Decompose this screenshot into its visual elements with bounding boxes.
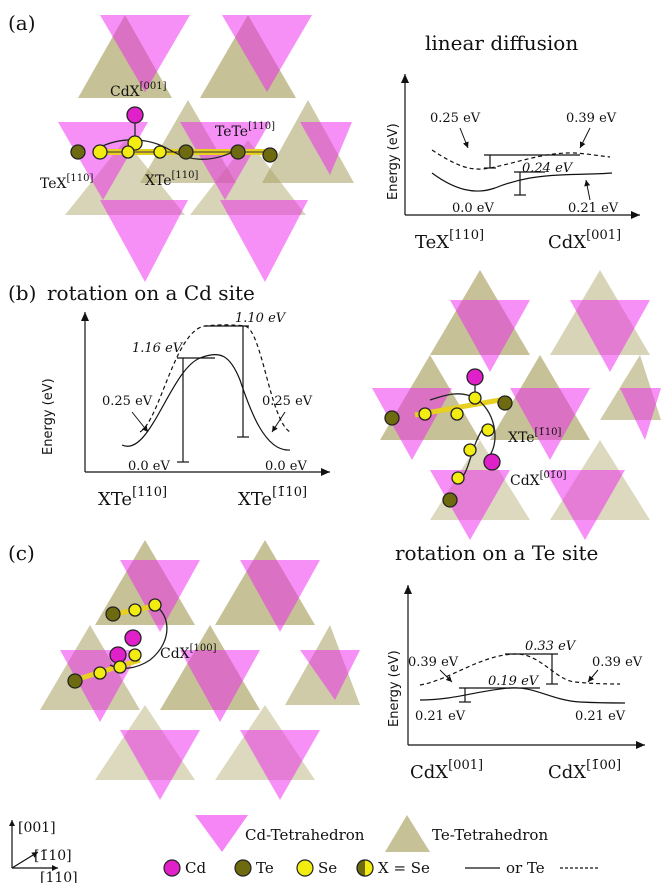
e-te-left: 0.25 eV: [102, 394, 153, 409]
barrier-te: 0.33 eV: [525, 639, 577, 654]
y-axis-label: Energy (eV): [387, 650, 402, 727]
curve-te: [431, 149, 611, 170]
x-right-label: XTe[1̄10]: [238, 485, 307, 510]
e-te-left: 0.25 eV: [430, 111, 481, 126]
axis-y-label: [1̄10]: [34, 848, 72, 864]
panel-c-energy-plot: rotation on a Te site Energy (eV) 0.33 e…: [387, 541, 645, 783]
e-se-right: 0.21 eV: [575, 709, 626, 724]
panel-a-title: linear diffusion: [425, 31, 578, 55]
label-tex-110: TeX[110]: [40, 173, 94, 192]
barrier-markers: [484, 154, 580, 196]
panel-c-label: (c): [8, 541, 35, 565]
barrier-label: 0.24 eV: [522, 161, 574, 176]
y-axis-label: Energy (eV): [386, 123, 401, 200]
x-right-label: CdX[1̄00]: [548, 758, 621, 783]
legend-se: Se: [318, 859, 337, 877]
barrier-se: 0.19 eV: [488, 674, 540, 689]
barrier-te: 1.10 eV: [235, 311, 287, 326]
y-axis-label: Energy (eV): [41, 378, 56, 455]
label-cdx-100: CdX[100]: [160, 643, 217, 662]
e-te-right: 0.25 eV: [262, 394, 313, 409]
legend-te-atom: [234, 859, 252, 877]
e-se-left: 0.0 eV: [452, 201, 495, 216]
legend-cd-tetra: Cd-Tetrahedron: [245, 826, 365, 844]
legend-x-def: X = Se: [378, 859, 430, 877]
legend-x-atom: [356, 859, 374, 877]
arrow: [271, 411, 286, 433]
arrow: [579, 127, 591, 149]
label-cdx: CdX[01̄0]: [510, 470, 567, 489]
legend: Cd-Tetrahedron Te-Tetrahedron Cd Te Se X…: [163, 815, 600, 877]
legend-cd-atom: [163, 859, 181, 877]
curve-se: [431, 172, 613, 192]
cd-tetrahedra: [58, 15, 352, 282]
legend-te: Te: [256, 859, 274, 877]
legend-cd: Cd: [185, 859, 206, 877]
e-se-right: 0.0 eV: [265, 459, 308, 474]
label-tete-110: TeTe[110]: [215, 121, 275, 140]
barrier-markers: [177, 325, 249, 463]
atoms-b: [384, 368, 513, 508]
arrow: [131, 411, 149, 433]
e-te-left: 0.39 eV: [408, 655, 459, 670]
legend-te-tetra: Te-Tetrahedron: [432, 826, 548, 844]
panel-c-title: rotation on a Te site: [395, 541, 598, 565]
atoms-a: [70, 106, 278, 163]
arrow: [459, 127, 469, 149]
panel-a-structure: CdX[001] TeTe[110] TeX[110] XTe[110]: [40, 15, 354, 282]
panel-c-structure: CdX[100]: [40, 540, 360, 800]
panel-b-structure: XTe[1̄10] CdX[01̄0]: [372, 270, 661, 540]
legend-cd-tetra-swatch: [195, 815, 248, 852]
axis-x-label: [110]: [40, 870, 78, 883]
x-left-label: XTe[110]: [98, 485, 167, 510]
arrow: [439, 669, 453, 683]
x-left-label: TeX[110]: [415, 228, 484, 253]
label-xte-110: XTe[110]: [145, 170, 199, 189]
panel-a-label: (a): [8, 11, 36, 35]
panel-a-energy-plot: linear diffusion Energy (eV) 0.25 eV 0.3…: [386, 31, 640, 253]
barrier-se: 1.16 eV: [132, 341, 184, 356]
x-left-label: CdX[001]: [410, 758, 483, 783]
cd-tetrahedra: [372, 300, 661, 540]
curve-te: [419, 653, 621, 686]
e-te-right: 0.39 eV: [566, 111, 617, 126]
e-se-right: 0.21 eV: [568, 201, 619, 216]
barrier-markers: [459, 653, 558, 703]
panel-b-label: (b): [8, 281, 36, 305]
axis-indicator: [001] [1̄10] [110]: [9, 820, 78, 883]
curve-se: [419, 687, 626, 704]
legend-se-atom: [296, 859, 314, 877]
label-xte: XTe[1̄10]: [508, 427, 562, 446]
e-te-right: 0.39 eV: [592, 655, 643, 670]
legend-te-tetra-swatch: [385, 815, 430, 852]
curve-se: [121, 353, 291, 451]
axis-z-label: [001]: [18, 820, 56, 836]
x-right-label: CdX[001]: [548, 228, 621, 253]
label-cdx-001: CdX[001]: [110, 81, 167, 100]
e-se-left: 0.0 eV: [128, 459, 171, 474]
panel-b-energy-plot: Energy (eV) 1.16 eV 1.10 eV 0.25 eV 0.25…: [41, 311, 330, 510]
legend-or-te: or Te: [506, 859, 545, 877]
arrow: [584, 179, 591, 201]
curve-te: [139, 324, 291, 433]
arrow: [587, 669, 599, 683]
panel-b-title: rotation on a Cd site: [47, 281, 255, 305]
atoms-c: [67, 598, 162, 689]
e-se-left: 0.21 eV: [415, 709, 466, 724]
